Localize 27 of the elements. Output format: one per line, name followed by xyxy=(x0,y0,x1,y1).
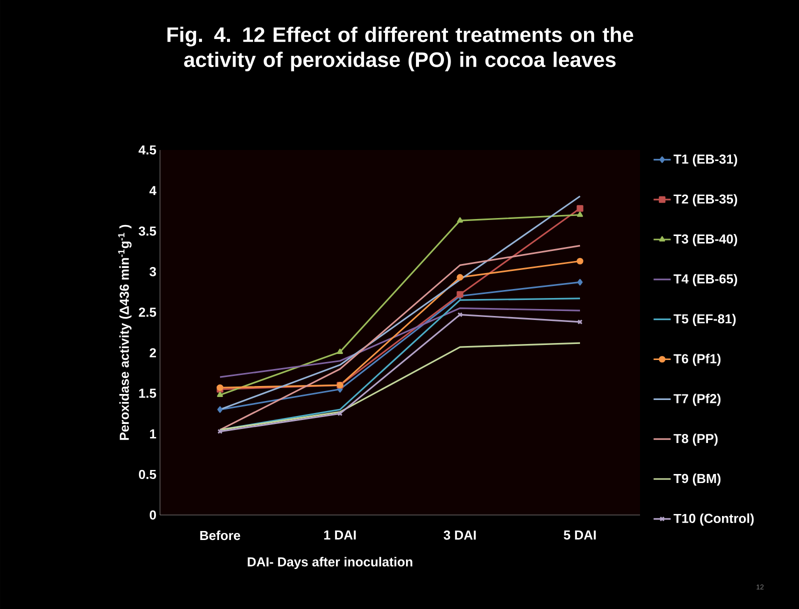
y-tick-label: 3 xyxy=(150,267,156,276)
legend-label: T4 (EB-65) xyxy=(674,274,738,286)
y-tick-label: 3.5 xyxy=(138,226,156,236)
legend-label: T3 (EB-40) xyxy=(674,234,738,246)
y-tick-label: 4 xyxy=(149,186,156,196)
legend-label: T5 (EF-81) xyxy=(674,314,736,326)
y-tick-label: 2 xyxy=(150,348,156,358)
y-tick-label: 1 xyxy=(150,429,156,438)
x-axis-title: DAI- Days after inoculation xyxy=(248,556,412,570)
y-tick-label: 1.5 xyxy=(139,388,156,398)
legend-label: T1 (EB-31) xyxy=(674,154,738,166)
legend-label: T2 (EB-35) xyxy=(674,194,738,206)
legend-label: T8 (PP) xyxy=(674,434,718,446)
x-tick-label: 3 DAI xyxy=(444,530,476,540)
y-axis-title: Peroxidase activity (Δ436 min$^{-1}$g$^{-1}$ ) xyxy=(118,224,132,440)
y-tick-label: 4.5 xyxy=(138,145,156,155)
x-tick-label: 1 DAI xyxy=(324,530,356,540)
y-tick-label: 0.5 xyxy=(138,470,156,480)
x-tick-label: Before xyxy=(200,530,240,540)
legend-label: T7 (Pf2) xyxy=(674,394,720,406)
y-tick-label: 2.5 xyxy=(138,308,156,317)
y-tick-label: 0 xyxy=(150,510,156,520)
x-tick-label: 5 DAI xyxy=(564,530,596,540)
chart-title: Fig. 4. 12 Effect of different treatments on the activity of peroxidase (PO) in cocoa leaves xyxy=(167,26,634,72)
legend-label: T10 (Control) xyxy=(674,513,754,526)
legend-label: T9 (BM) xyxy=(674,474,720,486)
legend-label: T6 (Pf1) xyxy=(674,354,720,366)
